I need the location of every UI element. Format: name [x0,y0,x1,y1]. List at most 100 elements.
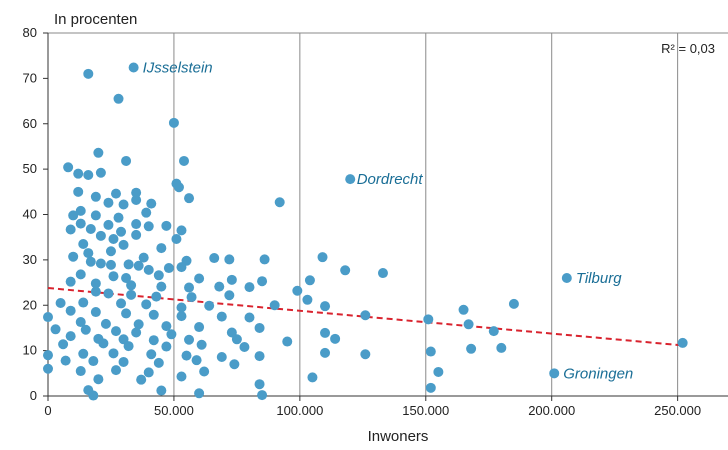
data-point-118 [111,326,121,337]
data-point-47 [83,248,94,259]
data-point-169 [156,385,167,396]
data-point-85 [151,291,162,302]
data-point-12 [95,167,106,178]
data-point-22 [103,197,114,208]
data-point-103 [176,311,187,322]
data-point-16 [73,186,84,197]
data-point-20 [184,193,195,204]
data-point-11 [73,168,84,179]
data-point-172 [194,388,205,399]
data-point-28 [90,210,101,221]
data-point-66 [75,269,86,280]
data-point-88 [302,294,313,305]
data-point-104 [216,311,227,322]
data-point-113 [194,322,205,333]
data-point-120 [166,329,177,340]
data-points [43,62,688,401]
x-tick-label-0: 0 [44,403,51,418]
data-point-17 [131,187,142,198]
data-point-7 [93,147,104,158]
data-point-163 [425,382,436,393]
data-point-10 [63,162,74,173]
data-point-115 [463,319,474,330]
data-point-130 [282,336,293,347]
data-point-78 [184,282,195,293]
data-point-3 [549,368,560,379]
data-point-61 [163,263,174,274]
y-tick-label-7: 70 [23,70,37,85]
data-point-170 [257,390,268,401]
data-point-150 [60,355,71,366]
data-point-162 [307,372,318,383]
data-point-110 [100,318,111,329]
data-point-114 [254,322,265,333]
data-point-164 [93,374,104,385]
data-point-100 [90,307,101,318]
y-tick-label-4: 40 [23,207,37,222]
data-point-34 [143,221,154,232]
data-point-159 [143,367,154,378]
data-point-69 [153,270,164,281]
data-point-132 [58,339,69,350]
data-point-63 [143,264,154,275]
data-point-106 [360,310,371,321]
data-point-91 [116,298,127,309]
data-point-45 [118,239,129,250]
data-point-18 [111,188,121,199]
annotation-label-0: IJsselstein [143,59,213,76]
data-point-41 [95,230,106,241]
data-point-80 [244,282,255,293]
data-point-76 [126,280,137,291]
data-point-67 [108,271,119,282]
data-point-65 [340,265,351,276]
data-point-90 [78,297,89,308]
data-point-145 [181,350,192,361]
data-point-4 [83,68,94,79]
data-point-111 [133,319,144,330]
y-tick-label-3: 30 [23,252,37,267]
data-point-139 [466,343,477,354]
data-point-156 [43,363,53,374]
data-point-135 [161,341,172,352]
annotation-label-3: Groningen [563,365,633,382]
data-point-48 [105,246,116,257]
annotation-label-2: Tilburg [576,270,622,287]
data-point-167 [254,379,265,390]
data-point-119 [131,327,142,338]
data-point-173 [677,337,688,348]
data-point-56 [85,256,96,267]
data-point-86 [186,292,197,303]
data-point-83 [103,288,114,299]
data-point-136 [196,339,207,350]
data-point-68 [121,273,132,284]
annotations: IJsselstein Dordrecht Tilburg Groningen [143,59,634,382]
data-point-40 [131,229,142,240]
y-tick-label-1: 10 [23,343,37,358]
x-tick-label-3: 150.000 [402,403,449,418]
data-point-155 [229,359,240,370]
data-point-87 [224,290,235,301]
data-point-26 [75,205,86,216]
x-tick-label-4: 200.000 [528,403,575,418]
data-point-55 [317,252,328,263]
data-point-1 [345,174,356,185]
data-point-143 [108,348,119,359]
data-point-133 [98,338,109,349]
axes: 0 10 20 30 40 50 60 70 80 0 50.000 100.000 150.000 20… [23,25,728,418]
data-point-161 [433,366,444,377]
data-point-6 [168,117,179,128]
data-point-117 [80,324,91,335]
data-point-97 [458,304,469,315]
data-point-79 [214,281,225,292]
data-point-157 [75,366,86,377]
data-point-46 [156,243,167,254]
data-point-64 [377,268,388,279]
data-point-112 [161,321,172,332]
data-point-116 [50,324,61,335]
data-point-42 [171,234,182,245]
data-point-102 [148,309,159,320]
data-point-0 [128,62,139,73]
y-tick-label-0: 0 [30,388,37,403]
data-point-29 [141,207,152,218]
